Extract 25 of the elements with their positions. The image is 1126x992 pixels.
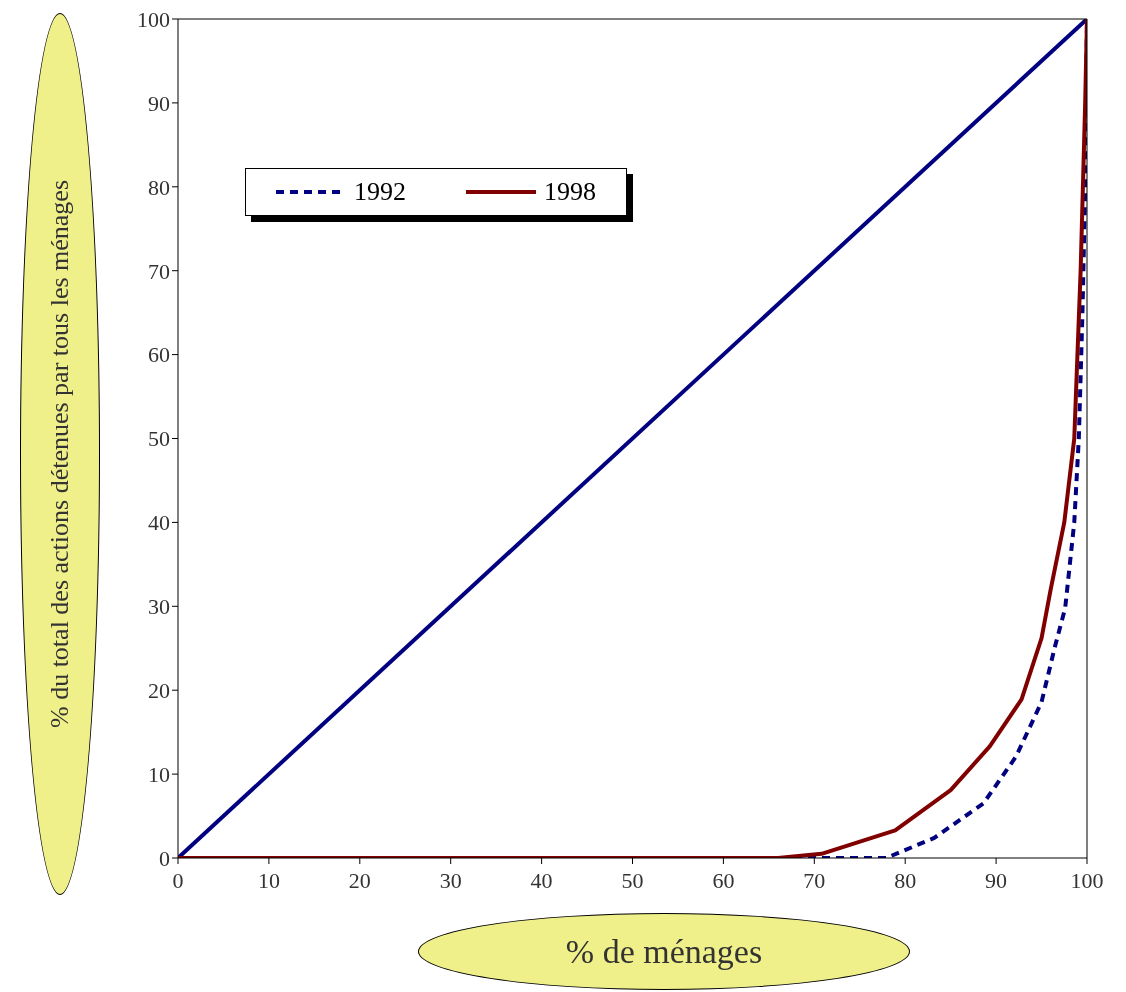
x-tick-label: 70 (803, 867, 826, 893)
y-tick-label: 0 (159, 845, 170, 871)
y-tick-label: 50 (148, 426, 170, 452)
legend-label: 1992 (354, 177, 406, 207)
x-tick-label: 20 (348, 867, 371, 893)
x-tick-label: 40 (530, 867, 553, 893)
y-tick-label: 30 (148, 594, 170, 620)
y-tick-label: 10 (148, 761, 170, 787)
y-tick-label: 20 (148, 678, 170, 704)
x-tick-label: 90 (985, 867, 1008, 893)
x-tick-label: 100 (1070, 867, 1104, 893)
y-tick-label: 100 (137, 6, 170, 32)
y-tick-label: 90 (148, 90, 170, 116)
y-tick-label: 80 (148, 174, 170, 200)
y-tick-label: 70 (148, 258, 170, 284)
x-tick-label: 50 (621, 867, 644, 893)
x-tick-label: 10 (257, 867, 280, 893)
y-tick-label: 60 (148, 342, 170, 368)
x-axis-title: % de ménages (418, 913, 910, 990)
y-tick-label: 40 (148, 510, 170, 536)
x-tick-label: 60 (712, 867, 735, 893)
x-tick-label: 80 (894, 867, 917, 893)
x-tick-label: 30 (439, 867, 462, 893)
legend-label: 1998 (544, 177, 596, 207)
y-axis-title: % du total des actions détenues par tous les ménages (45, 179, 75, 729)
